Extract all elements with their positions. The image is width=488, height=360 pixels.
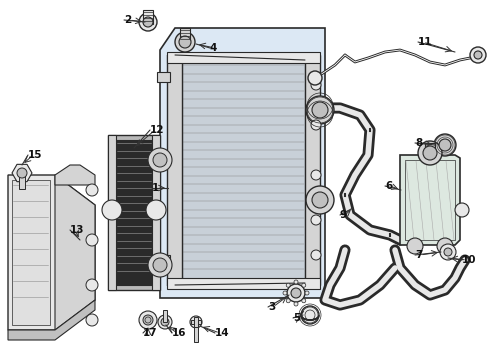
Bar — [424, 143, 434, 155]
Text: 9: 9 — [339, 210, 346, 220]
Circle shape — [422, 146, 436, 160]
Bar — [12, 180, 50, 325]
Circle shape — [86, 184, 98, 196]
Circle shape — [436, 238, 452, 254]
Circle shape — [406, 238, 422, 254]
Polygon shape — [399, 155, 459, 245]
Polygon shape — [12, 164, 32, 182]
Text: 4: 4 — [209, 43, 217, 53]
Circle shape — [301, 299, 305, 303]
Bar — [180, 28, 190, 43]
Circle shape — [293, 280, 297, 284]
Text: 15: 15 — [28, 150, 42, 160]
Circle shape — [283, 291, 286, 295]
Text: 14: 14 — [215, 328, 229, 338]
Circle shape — [433, 134, 455, 156]
Circle shape — [161, 318, 169, 326]
Bar — [142, 10, 153, 24]
Circle shape — [86, 314, 98, 326]
Bar — [194, 317, 198, 327]
Circle shape — [285, 299, 290, 303]
Circle shape — [301, 283, 305, 287]
Polygon shape — [8, 300, 95, 340]
Circle shape — [473, 51, 481, 59]
Polygon shape — [55, 165, 95, 185]
Polygon shape — [157, 72, 170, 82]
Bar — [116, 140, 152, 285]
Circle shape — [158, 315, 172, 329]
Circle shape — [179, 36, 191, 48]
Text: 5: 5 — [292, 313, 300, 323]
Bar — [163, 310, 167, 322]
Circle shape — [190, 316, 202, 328]
Polygon shape — [167, 52, 319, 63]
Circle shape — [293, 302, 297, 306]
Circle shape — [153, 258, 167, 272]
Circle shape — [86, 279, 98, 291]
Circle shape — [311, 102, 327, 118]
Circle shape — [285, 283, 290, 287]
Circle shape — [311, 192, 327, 208]
Circle shape — [102, 200, 122, 220]
Circle shape — [146, 200, 165, 220]
Polygon shape — [8, 175, 95, 330]
Circle shape — [139, 13, 157, 31]
Circle shape — [305, 186, 333, 214]
Polygon shape — [167, 278, 319, 289]
Text: 2: 2 — [124, 15, 131, 25]
Polygon shape — [108, 135, 116, 290]
Circle shape — [286, 284, 305, 302]
Circle shape — [305, 291, 308, 295]
Text: 17: 17 — [142, 328, 157, 338]
Bar — [191, 320, 201, 324]
Text: 13: 13 — [70, 225, 84, 235]
Polygon shape — [167, 55, 182, 285]
Polygon shape — [55, 175, 95, 330]
Text: 11: 11 — [417, 37, 431, 47]
Circle shape — [17, 168, 27, 178]
Bar — [19, 171, 25, 189]
Polygon shape — [152, 135, 160, 290]
Circle shape — [310, 170, 320, 180]
Circle shape — [148, 148, 172, 172]
Circle shape — [86, 234, 98, 246]
Circle shape — [439, 244, 455, 260]
Circle shape — [142, 17, 153, 27]
Bar — [182, 60, 305, 280]
Circle shape — [290, 288, 301, 298]
Circle shape — [153, 153, 167, 167]
Circle shape — [310, 215, 320, 225]
Circle shape — [310, 120, 320, 130]
Circle shape — [175, 32, 195, 52]
Circle shape — [310, 80, 320, 90]
Circle shape — [443, 248, 451, 256]
Circle shape — [139, 311, 157, 329]
Text: 16: 16 — [172, 328, 186, 338]
Circle shape — [148, 253, 172, 277]
Text: 6: 6 — [384, 181, 391, 191]
Text: 7: 7 — [414, 250, 422, 260]
Circle shape — [307, 71, 321, 85]
Circle shape — [305, 96, 333, 124]
Polygon shape — [160, 28, 325, 298]
Circle shape — [454, 203, 468, 217]
Text: 1: 1 — [152, 183, 159, 193]
Text: 10: 10 — [461, 255, 475, 265]
Polygon shape — [157, 255, 170, 265]
Circle shape — [438, 139, 450, 151]
Circle shape — [310, 250, 320, 260]
Circle shape — [301, 306, 318, 324]
Text: 3: 3 — [267, 302, 275, 312]
Circle shape — [417, 141, 441, 165]
Polygon shape — [305, 55, 319, 285]
Bar — [194, 327, 198, 342]
Text: 12: 12 — [150, 125, 164, 135]
Circle shape — [142, 315, 153, 325]
Circle shape — [469, 47, 485, 63]
Bar — [404, 160, 454, 240]
Text: 8: 8 — [414, 138, 421, 148]
Polygon shape — [108, 135, 160, 290]
